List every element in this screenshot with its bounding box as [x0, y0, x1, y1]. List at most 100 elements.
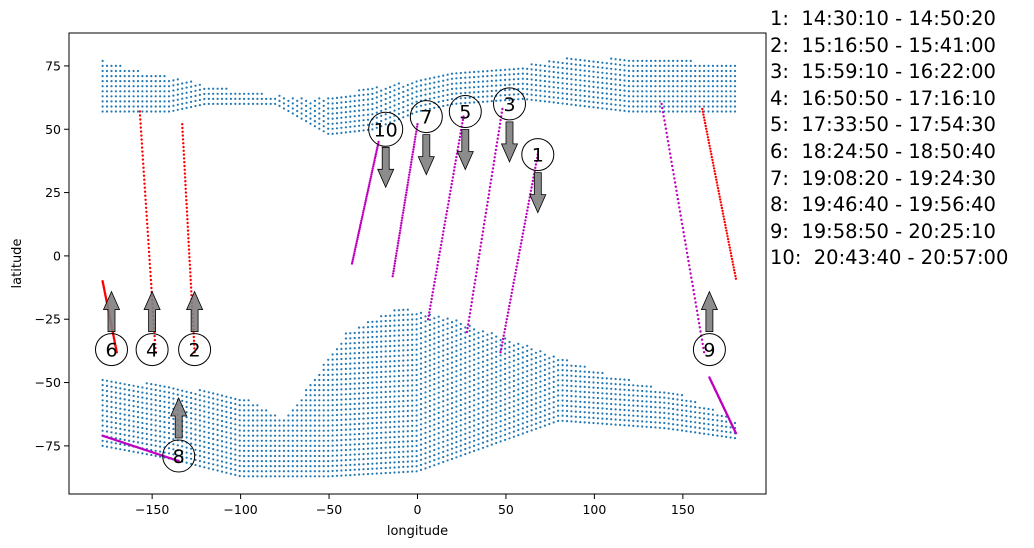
track-point: [664, 123, 667, 126]
land-point: [225, 466, 228, 469]
land-point: [415, 373, 418, 377]
land-point: [305, 409, 308, 412]
land-point: [282, 460, 285, 463]
land-point: [477, 397, 480, 400]
track-point: [690, 276, 693, 279]
land-point: [521, 366, 524, 369]
land-point: [685, 95, 688, 98]
land-point: [397, 112, 400, 115]
land-point: [327, 132, 330, 135]
land-point: [393, 344, 396, 347]
land-point: [362, 387, 365, 390]
land-point: [300, 117, 303, 120]
land-point: [504, 433, 507, 436]
land-point: [318, 470, 321, 473]
land-point: [455, 430, 458, 433]
land-point: [711, 428, 715, 431]
land-point: [720, 90, 723, 93]
land-point: [707, 69, 710, 73]
land-point: [375, 330, 378, 333]
land-point: [141, 411, 144, 414]
land-point: [300, 460, 303, 463]
land-point: [110, 411, 113, 414]
land-point: [561, 419, 564, 422]
land-point: [450, 402, 454, 405]
land-point: [654, 75, 657, 78]
land-point: [238, 469, 241, 473]
land-point: [464, 422, 467, 425]
land-point: [610, 418, 613, 421]
land-point: [442, 354, 445, 357]
land-point: [110, 105, 113, 108]
land-point: [344, 453, 347, 457]
land-point: [185, 81, 188, 84]
land-point: [349, 367, 352, 370]
land-point: [260, 439, 263, 442]
land-point: [663, 406, 666, 409]
land-point: [583, 79, 586, 82]
land-point: [358, 397, 361, 400]
land-point: [641, 384, 644, 388]
land-point: [229, 92, 232, 95]
land-point: [207, 436, 210, 439]
land-point: [623, 74, 626, 77]
track-point: [392, 267, 396, 270]
track-point: [713, 170, 716, 173]
land-point: [212, 412, 215, 415]
land-point: [313, 378, 316, 382]
land-point: [335, 474, 339, 477]
land-point: [645, 75, 648, 78]
land-point: [327, 419, 330, 422]
land-point: [610, 392, 613, 395]
land-point: [305, 454, 308, 458]
land-point: [508, 340, 511, 344]
land-point: [406, 404, 409, 407]
land-point: [318, 127, 321, 130]
land-point: [481, 421, 485, 424]
land-point: [610, 72, 613, 75]
land-point: [468, 71, 471, 74]
land-point: [459, 338, 462, 341]
land-point: [711, 64, 715, 67]
land-point: [473, 414, 476, 417]
land-point: [428, 450, 431, 453]
land-point: [406, 374, 409, 377]
land-point: [384, 102, 387, 106]
land-point: [627, 64, 631, 67]
land-point: [534, 366, 538, 370]
land-point: [150, 408, 153, 411]
track-point: [470, 301, 473, 304]
track-point: [503, 327, 507, 331]
track-point: [150, 286, 153, 290]
land-point: [380, 416, 383, 419]
land-point: [287, 109, 290, 113]
land-point: [322, 394, 325, 397]
land-point: [145, 407, 148, 410]
track-point: [677, 202, 680, 205]
land-point: [119, 80, 122, 83]
land-point: [579, 64, 582, 67]
land-point: [437, 366, 440, 369]
track-point: [522, 229, 525, 232]
land-point: [136, 400, 140, 403]
land-point: [486, 399, 489, 402]
land-point: [636, 404, 639, 407]
land-point: [274, 434, 277, 437]
land-point: [437, 437, 440, 440]
land-point: [557, 86, 560, 89]
land-point: [269, 414, 272, 417]
land-point: [641, 425, 644, 428]
land-point: [570, 88, 573, 91]
track-point: [702, 116, 706, 119]
land-point: [393, 380, 396, 383]
land-point: [592, 406, 595, 409]
land-point: [397, 319, 400, 322]
land-point: [649, 110, 653, 113]
land-point: [579, 421, 582, 424]
land-point: [335, 449, 339, 452]
land-point: [442, 79, 445, 82]
land-point: [468, 324, 471, 327]
y-tick-label: −75: [35, 438, 61, 453]
land-point: [296, 424, 299, 427]
land-point: [110, 441, 113, 444]
